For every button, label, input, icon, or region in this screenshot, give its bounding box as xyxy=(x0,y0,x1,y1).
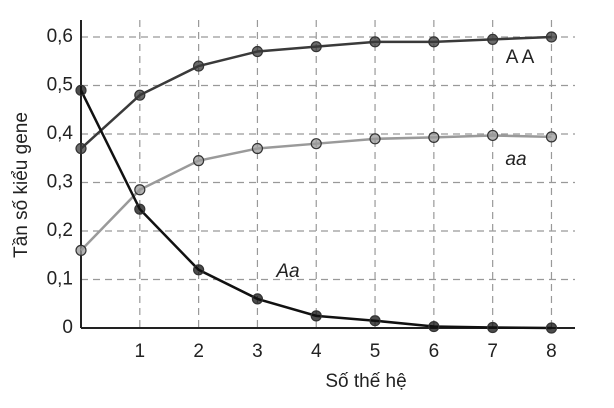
x-tick-label: 6 xyxy=(429,341,440,362)
point xyxy=(369,36,381,48)
series-label: Aa xyxy=(275,261,299,282)
point xyxy=(75,142,87,155)
y-tick-label: 0 xyxy=(62,317,73,338)
point xyxy=(251,142,264,155)
series-line xyxy=(79,89,552,330)
x-tick-label: 5 xyxy=(370,341,381,362)
y-tick-label: 0,1 xyxy=(47,269,73,290)
point xyxy=(369,133,381,145)
y-tick-label: 0,3 xyxy=(47,172,73,193)
y-tick-label: 0,4 xyxy=(47,123,74,144)
y-axis-label: Tần số kiểu gene xyxy=(11,112,32,258)
y-tick-label: 0,5 xyxy=(47,74,73,95)
x-tick-label: 1 xyxy=(135,341,146,362)
y-tick-label: 0,6 xyxy=(47,26,73,47)
point xyxy=(428,36,440,48)
x-tick-label: 3 xyxy=(252,341,263,362)
y-tick-label: 0,2 xyxy=(47,220,73,241)
point xyxy=(310,138,322,150)
point xyxy=(134,203,146,215)
point xyxy=(134,89,146,101)
x-tick-label: 4 xyxy=(311,341,322,362)
point xyxy=(75,244,87,256)
series-label: aa xyxy=(505,149,526,170)
x-tick-label: 2 xyxy=(193,341,204,362)
point xyxy=(545,322,558,334)
point xyxy=(75,84,87,96)
point xyxy=(310,41,322,53)
x-axis-label: Số thế hệ xyxy=(325,371,406,392)
point xyxy=(487,321,499,334)
point xyxy=(545,131,558,143)
x-tick-label: 8 xyxy=(546,341,557,362)
point xyxy=(193,155,205,167)
point xyxy=(545,31,558,43)
point xyxy=(428,320,440,333)
point xyxy=(487,33,499,46)
point xyxy=(428,131,440,143)
series-label: A A xyxy=(506,47,535,68)
point xyxy=(193,60,205,72)
x-tick-label: 7 xyxy=(487,341,498,362)
point xyxy=(134,184,146,196)
point xyxy=(251,45,264,58)
point xyxy=(369,315,381,327)
point xyxy=(487,129,499,142)
point xyxy=(193,264,205,276)
point xyxy=(251,293,264,305)
point xyxy=(310,310,322,322)
